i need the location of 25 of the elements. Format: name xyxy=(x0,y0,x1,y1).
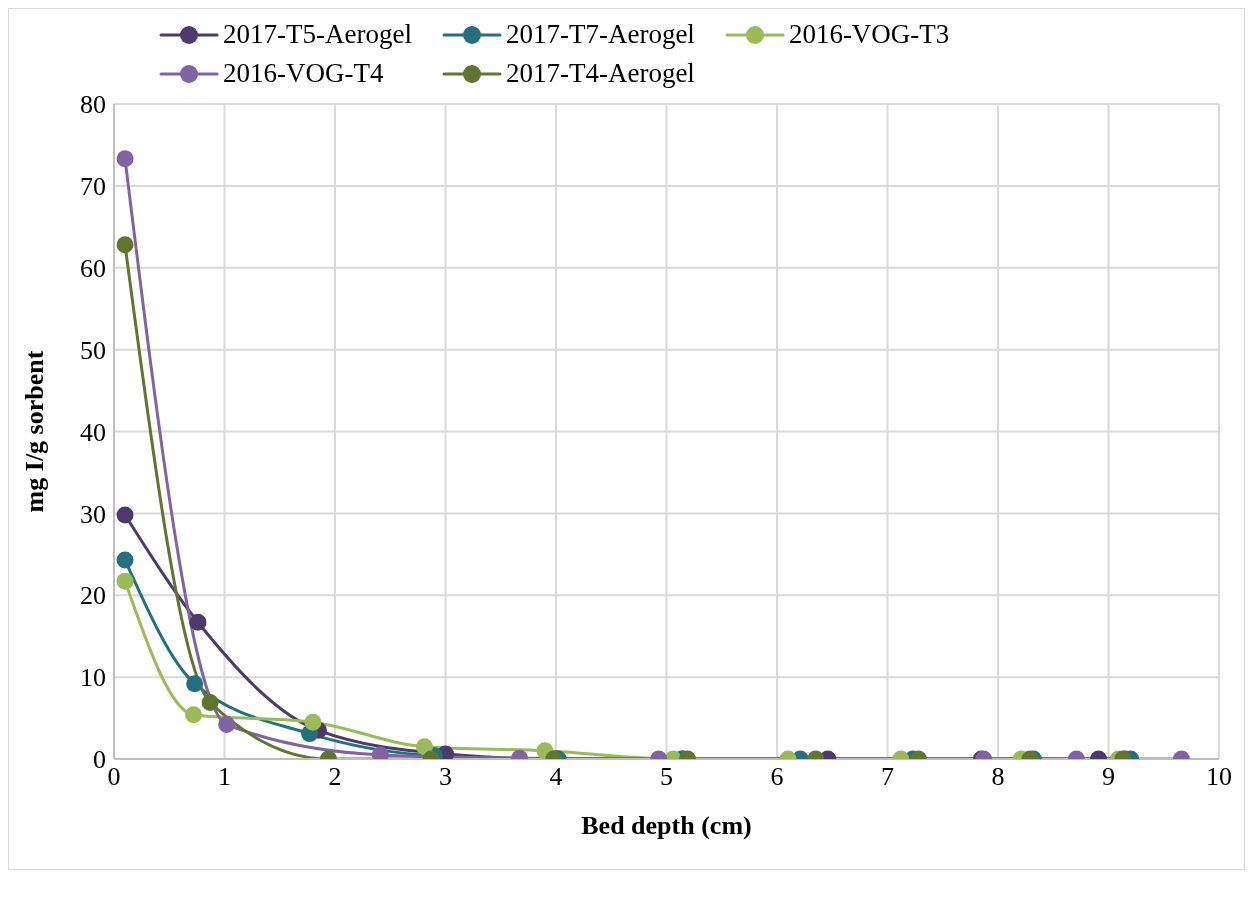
x-tick-label: 9 xyxy=(1102,762,1115,792)
y-tick-label: 20 xyxy=(80,581,106,611)
x-tick-label: 6 xyxy=(770,762,784,792)
x-tick-label: 5 xyxy=(660,762,673,792)
x-tick-label: 2 xyxy=(328,762,342,792)
x-tick-label: 3 xyxy=(439,762,452,792)
x-tick-label: 7 xyxy=(881,762,894,792)
legend-label: 2016-VOG-T3 xyxy=(788,19,950,50)
y-tick-label: 30 xyxy=(80,499,106,529)
y-tick-label: 60 xyxy=(80,253,106,283)
legend-label: 2017-T4-Aerogel xyxy=(505,58,695,89)
y-tick-label: 50 xyxy=(80,335,106,365)
y-tick-label: 40 xyxy=(80,417,106,447)
legend-label: 2017-T7-Aerogel xyxy=(505,19,695,50)
x-tick-label: 10 xyxy=(1206,762,1232,792)
x-tick-label: 4 xyxy=(549,762,563,792)
legend-label: 2017-T5-Aerogel xyxy=(223,19,412,50)
legend-label: 2016-VOG-T4 xyxy=(223,58,384,89)
y-axis-title: mg I/g sorbent xyxy=(20,350,50,513)
x-tick-label: 8 xyxy=(991,762,1005,792)
x-axis-title: Bed depth (cm) xyxy=(581,811,752,840)
y-tick-label: 80 xyxy=(80,90,106,120)
y-tick-label: 70 xyxy=(80,172,106,202)
y-tick-label: 10 xyxy=(80,663,106,693)
x-tick-label: 1 xyxy=(218,762,231,792)
